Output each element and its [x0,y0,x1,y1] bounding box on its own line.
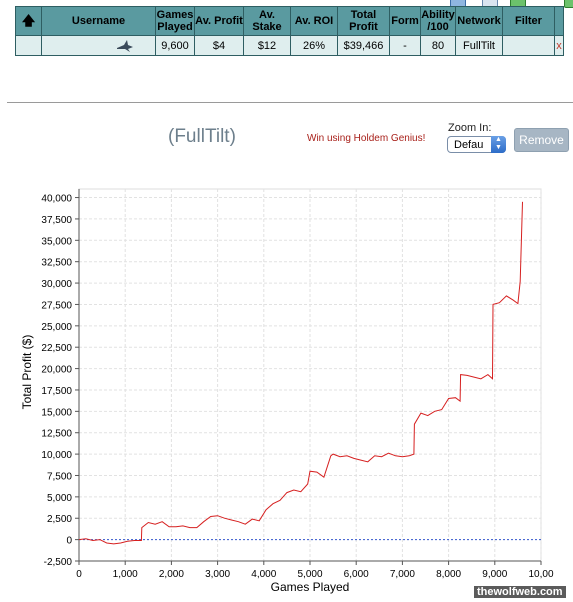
chart-axes [75,189,542,565]
cell-av-roi: 26% [290,35,338,56]
cell-total-profit: $39,466 [337,35,390,56]
y-tick-label: 10,000 [41,450,72,461]
y-tick-label: 12,500 [41,429,72,440]
x-tick-label: 4,000 [251,569,276,580]
y-tick-label: 37,500 [41,215,72,226]
chart-grid [78,188,542,562]
sort-up-arrow-icon: 🡅 [21,12,36,28]
x-tick-label: 0 [76,569,82,580]
stats-table: 🡅 Username Games Played Av. Profit Av. S… [15,6,564,56]
network-title: (FullTilt) [168,126,236,147]
cell-network: FullTilt [455,35,503,56]
x-tick-label: 1,000 [113,569,138,580]
col-av-profit[interactable]: Av. Profit [194,6,244,36]
col-av-roi[interactable]: Av. ROI [290,6,338,36]
zoom-select[interactable]: Defau ▲ ▼ [447,136,506,153]
cell-av-stake: $12 [243,35,291,56]
col-av-stake[interactable]: Av. Stake [243,6,291,36]
y-tick-label: 35,000 [41,236,72,247]
y-tick-label: 30,000 [41,279,72,290]
remove-button[interactable]: Remove [514,128,569,152]
x-tick-labels: 0 1,000 2,000 3,000 4,000 5,000 6,000 7,000 8,00… [76,569,554,580]
y-tick-labels: -2,500 0 2,500 5,000 7,500 10,000 12,500 15,000… [41,194,72,568]
cell-games-played: 9,600 [155,35,195,56]
table-row: 9,600 $4 $12 26% $39,466 - 80 FullTilt x [15,35,564,56]
y-tick-label: 22,500 [41,343,72,354]
export-icon[interactable] [564,0,573,8]
row-spacer [15,35,42,56]
y-tick-label: 2,500 [47,514,72,525]
cell-av-profit: $4 [194,35,244,56]
y-tick-label: 15,000 [41,407,72,418]
zoom-select-value: Defau [454,139,484,151]
promo-link[interactable]: Win using Holdem Genius! [307,133,426,144]
y-tick-label: 32,500 [41,258,72,269]
x-tick-label: 2,000 [159,569,184,580]
x-tick-label: 8,000 [436,569,461,580]
x-tick-label: 6,000 [344,569,369,580]
y-tick-label: 0 [66,536,72,547]
x-tick-label: 5,000 [297,569,322,580]
zoom-label: Zoom In: [448,122,492,134]
section-divider [7,102,573,103]
x-tick-label: 9,000 [482,569,507,580]
x-tick-label: 3,000 [205,569,230,580]
watermark: thewolfweb.com [474,586,566,598]
col-ability[interactable]: Ability /100 [420,6,456,36]
select-arrows-icon: ▲ ▼ [491,136,506,153]
col-network[interactable]: Network [455,6,503,36]
y-tick-label: 5,000 [47,493,72,504]
x-axis-label: Games Played [271,580,350,594]
profit-series-line [78,201,523,545]
col-total-profit[interactable]: Total Profit [337,6,390,36]
col-games-played[interactable]: Games Played [155,6,195,36]
remove-row-button[interactable]: x [554,35,564,56]
y-tick-label: 7,500 [47,471,72,482]
y-tick-label: 40,000 [41,194,72,205]
y-tick-label: -2,500 [44,557,73,568]
y-axis-label: Total Profit ($) [20,335,34,410]
chart-series [78,201,523,545]
y-tick-label: 17,500 [41,386,72,397]
x-tick-label: 10,00 [528,569,553,580]
y-tick-label: 25,000 [41,322,72,333]
x-tick-label: 7,000 [390,569,415,580]
sort-button[interactable]: 🡅 [15,6,42,36]
y-tick-label: 27,500 [41,300,72,311]
y-tick-label: 20,000 [41,365,72,376]
table-header-row: 🡅 Username Games Played Av. Profit Av. S… [15,6,564,36]
col-filter[interactable]: Filter [502,6,555,36]
shark-icon [117,40,133,52]
